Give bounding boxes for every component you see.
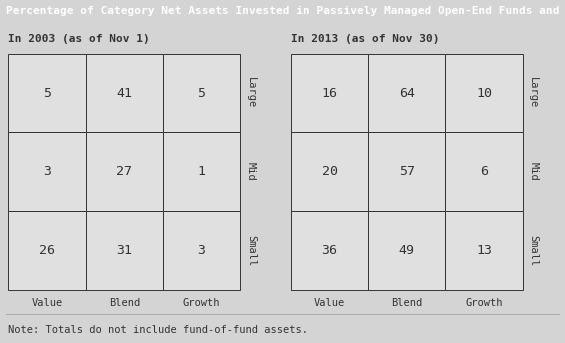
Text: Blend: Blend: [108, 298, 140, 308]
Text: 31: 31: [116, 244, 132, 257]
Bar: [291, 132, 368, 211]
Text: 10: 10: [476, 86, 492, 99]
Text: Mid: Mid: [246, 162, 256, 181]
Text: 6: 6: [480, 165, 488, 178]
Text: Large: Large: [528, 78, 538, 109]
Text: Percentage of Category Net Assets Invested in Passively Managed Open-End Funds a: Percentage of Category Net Assets Invest…: [6, 6, 565, 16]
Text: Blend: Blend: [391, 298, 423, 308]
Text: Value: Value: [32, 298, 63, 308]
Text: Small: Small: [246, 235, 256, 266]
Text: 1: 1: [198, 165, 206, 178]
Bar: [163, 211, 240, 290]
Text: 20: 20: [321, 165, 337, 178]
Text: 3: 3: [198, 244, 206, 257]
Text: 5: 5: [43, 86, 51, 99]
Bar: [8, 132, 86, 211]
Bar: [291, 211, 368, 290]
Bar: [8, 211, 86, 290]
Text: 57: 57: [399, 165, 415, 178]
Text: Large: Large: [246, 78, 256, 109]
Bar: [163, 132, 240, 211]
Text: Value: Value: [314, 298, 345, 308]
Text: Growth: Growth: [182, 298, 220, 308]
Bar: [368, 132, 445, 211]
Text: 41: 41: [116, 86, 132, 99]
Bar: [8, 54, 86, 132]
Text: 13: 13: [476, 244, 492, 257]
Text: 27: 27: [116, 165, 132, 178]
Text: Note: Totals do not include fund-of-fund assets.: Note: Totals do not include fund-of-fund…: [8, 326, 308, 335]
Bar: [368, 211, 445, 290]
Bar: [368, 54, 445, 132]
Text: 16: 16: [321, 86, 337, 99]
Text: 3: 3: [43, 165, 51, 178]
Text: 49: 49: [399, 244, 415, 257]
Text: 64: 64: [399, 86, 415, 99]
Text: In 2013 (as of Nov 30): In 2013 (as of Nov 30): [291, 34, 440, 44]
Bar: [86, 211, 163, 290]
Bar: [86, 54, 163, 132]
Bar: [445, 54, 523, 132]
Text: Growth: Growth: [465, 298, 503, 308]
Bar: [445, 132, 523, 211]
Text: Mid: Mid: [528, 162, 538, 181]
Bar: [291, 54, 368, 132]
Text: 5: 5: [198, 86, 206, 99]
Bar: [445, 211, 523, 290]
Bar: [163, 54, 240, 132]
Text: Small: Small: [528, 235, 538, 266]
Text: 36: 36: [321, 244, 337, 257]
Text: 26: 26: [39, 244, 55, 257]
Text: In 2003 (as of Nov 1): In 2003 (as of Nov 1): [8, 34, 150, 44]
Bar: [86, 132, 163, 211]
